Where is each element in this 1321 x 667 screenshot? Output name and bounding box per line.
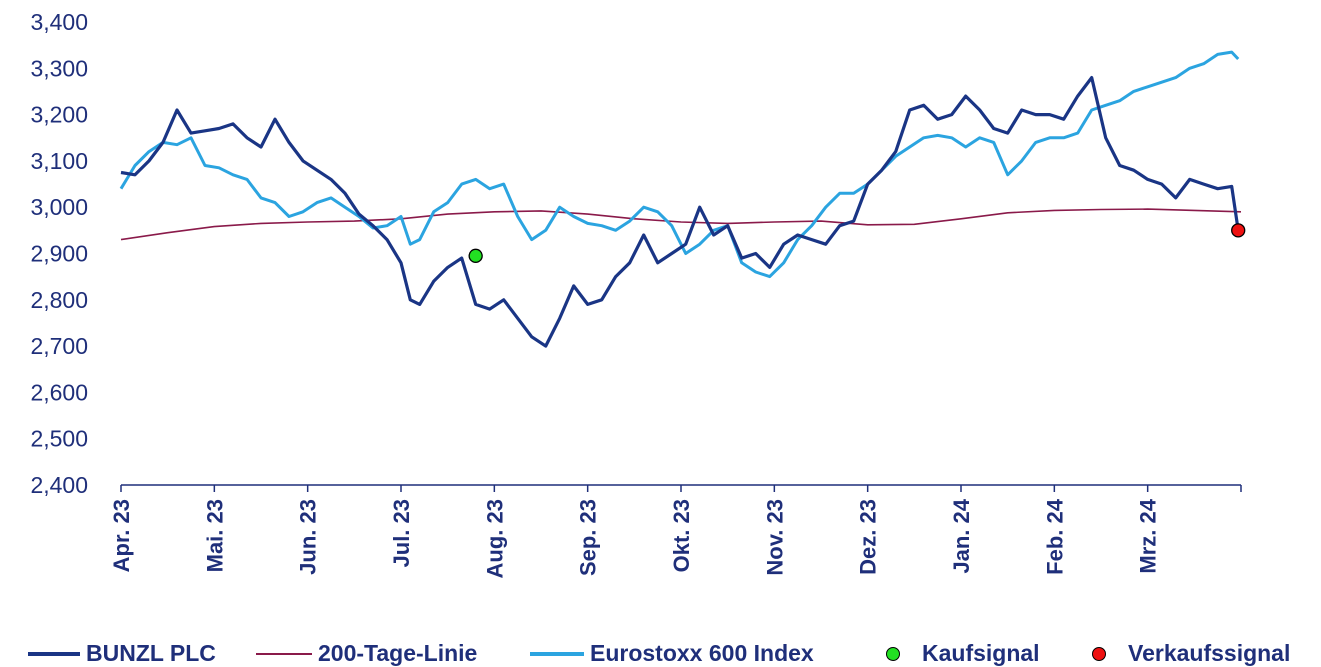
legend-item-verkaufssignal: Verkaufssignal bbox=[1092, 640, 1290, 667]
legend-item-kaufsignal: Kaufsignal bbox=[886, 640, 1040, 667]
signal-marker-verkaufssignal bbox=[1231, 223, 1246, 238]
y-tick-label: 2,700 bbox=[30, 333, 88, 359]
x-tick-label: Nov. 23 bbox=[762, 499, 787, 576]
y-tick-label: 3,300 bbox=[30, 55, 88, 81]
y-tick-label: 3,100 bbox=[30, 148, 88, 174]
x-axis: Apr. 23 Mai. 23 Jun. 23 Jul. 23 Aug. 23 Sep. … bbox=[109, 484, 1242, 578]
x-tick-label: Jul. 23 bbox=[389, 499, 414, 567]
series-layer bbox=[119, 50, 1242, 348]
y-tick-label: 2,800 bbox=[30, 287, 88, 313]
chart-legend: BUNZL PLC 200-Tage-Linie Eurostoxx 600 I… bbox=[0, 640, 1321, 667]
y-tick-label: 2,400 bbox=[30, 472, 88, 498]
legend-label-200-tage-linie: 200-Tage-Linie bbox=[318, 640, 478, 666]
legend-item-bunzl: BUNZL PLC bbox=[28, 640, 216, 667]
legend-swatch-200-tage-linie bbox=[256, 652, 312, 655]
x-tick-label: Jun. 23 bbox=[296, 499, 321, 575]
x-tick-label: Mrz. 24 bbox=[1136, 498, 1161, 573]
y-tick-label: 2,500 bbox=[30, 426, 88, 452]
x-tick-label: Jan. 24 bbox=[949, 498, 974, 573]
y-axis: 3,400 3,300 3,200 3,100 3,000 2,900 2,800 2,700… bbox=[30, 9, 88, 498]
legend-label-verkaufssignal: Verkaufssignal bbox=[1128, 640, 1291, 666]
y-tick-label: 3,200 bbox=[30, 102, 88, 128]
legend-item-eurostoxx: Eurostoxx 600 Index bbox=[530, 640, 814, 667]
x-tick-label: Apr. 23 bbox=[109, 499, 134, 572]
x-tick-label: Feb. 24 bbox=[1042, 498, 1067, 575]
x-tick-label: Mai. 23 bbox=[202, 499, 227, 572]
series-line-bunzl-plc bbox=[120, 75, 1240, 348]
x-tick-label: Sep. 23 bbox=[576, 499, 601, 576]
legend-swatch-eurostoxx bbox=[530, 651, 584, 656]
legend-marker-verkaufssignal bbox=[1092, 646, 1106, 661]
x-tick-label: Aug. 23 bbox=[482, 499, 507, 578]
legend-item-200-tage-linie: 200-Tage-Linie bbox=[256, 640, 477, 667]
y-tick-label: 2,900 bbox=[30, 241, 88, 267]
legend-marker-kaufsignal bbox=[886, 646, 900, 661]
y-tick-label: 2,600 bbox=[30, 379, 88, 405]
signal-layer bbox=[468, 223, 1246, 263]
legend-label-kaufsignal: Kaufsignal bbox=[922, 640, 1040, 666]
legend-label-eurostoxx: Eurostoxx 600 Index bbox=[590, 640, 814, 666]
legend-swatch-bunzl bbox=[28, 651, 80, 656]
line-chart: 3,400 3,300 3,200 3,100 3,000 2,900 2,800 2,700… bbox=[30, 9, 1246, 578]
series-line-200-tage-linie bbox=[120, 208, 1242, 241]
legend-label-bunzl: BUNZL PLC bbox=[86, 640, 216, 666]
x-tick-label: Okt. 23 bbox=[669, 499, 694, 572]
signal-marker-kaufsignal bbox=[468, 248, 483, 263]
y-tick-label: 3,000 bbox=[30, 194, 88, 220]
series-line-eurostoxx-600-index bbox=[119, 50, 1240, 279]
x-tick-label: Dez. 23 bbox=[856, 499, 881, 575]
y-tick-label: 3,400 bbox=[30, 9, 88, 35]
